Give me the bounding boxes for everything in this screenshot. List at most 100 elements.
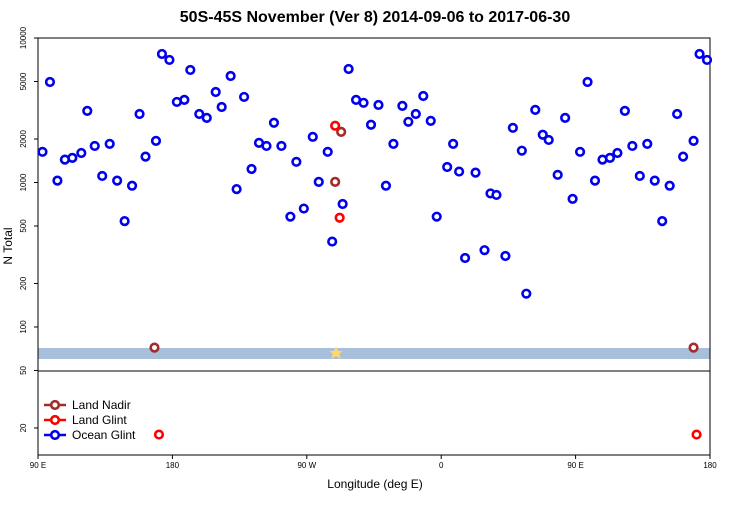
y-tick-label: 50: [19, 365, 28, 374]
point: [552, 169, 563, 180]
point: [642, 138, 653, 149]
chart-title: 50S-45S November (Ver 8) 2014-09-06 to 2…: [180, 9, 571, 26]
point: [334, 212, 345, 223]
point: [225, 70, 236, 82]
point: [285, 211, 296, 222]
point: [140, 151, 151, 162]
legend-label: Land Nadir: [72, 398, 131, 412]
point: [574, 146, 586, 157]
point: [150, 135, 162, 147]
y-tick-label: 10000: [19, 26, 28, 49]
point: [604, 152, 616, 163]
point: [418, 90, 429, 102]
point: [470, 167, 481, 178]
point: [238, 91, 250, 103]
point: [268, 117, 280, 128]
point: [388, 138, 399, 149]
point: [442, 161, 453, 173]
point: [454, 166, 465, 177]
point: [134, 108, 145, 120]
point: [194, 108, 205, 120]
point: [52, 175, 63, 186]
y-tick-label: 2000: [19, 130, 28, 148]
point: [701, 54, 713, 66]
point: [44, 76, 56, 88]
point: [459, 252, 471, 264]
point: [688, 135, 699, 147]
legend-label: Ocean Glint: [72, 428, 136, 442]
point: [322, 146, 333, 157]
sun-marker: [329, 346, 343, 359]
point: [403, 116, 414, 127]
point: [67, 152, 78, 163]
point: [500, 250, 511, 262]
point: [89, 140, 100, 152]
point: [231, 183, 242, 195]
point: [410, 108, 421, 120]
x-tick-label: 90 E: [567, 461, 583, 470]
marks: [37, 48, 713, 440]
point: [373, 99, 384, 111]
point: [516, 145, 527, 156]
point: [104, 138, 115, 149]
point: [164, 54, 175, 66]
x-tick-label: 90 E: [30, 461, 46, 470]
legend-marker: [49, 414, 61, 426]
point: [649, 175, 660, 186]
point: [431, 211, 442, 222]
legend-marker: [49, 399, 61, 411]
x-tick-label: 180: [703, 461, 717, 470]
x-axis-label: Longitude (deg E): [327, 477, 422, 491]
point: [507, 122, 518, 133]
point: [688, 342, 699, 353]
x-tick-label: 0: [439, 461, 444, 470]
point: [619, 105, 630, 116]
y-tick-label: 500: [19, 219, 28, 233]
y-tick-label: 20: [19, 423, 28, 432]
point: [336, 126, 347, 137]
point: [76, 147, 87, 159]
point: [216, 101, 227, 113]
point: [201, 112, 212, 123]
point: [694, 48, 705, 60]
point: [543, 134, 554, 146]
point: [537, 129, 548, 140]
point: [153, 429, 165, 440]
point: [179, 94, 190, 105]
point: [657, 216, 668, 227]
point: [327, 236, 338, 247]
point: [126, 180, 138, 191]
point: [343, 63, 354, 75]
point: [425, 115, 436, 126]
point: [246, 163, 257, 175]
point: [307, 131, 318, 142]
point: [276, 140, 287, 152]
point: [358, 97, 369, 108]
point: [210, 86, 221, 98]
point: [112, 175, 123, 186]
y-tick-label: 200: [19, 276, 28, 290]
point: [678, 151, 689, 162]
y-tick-label: 5000: [19, 72, 28, 90]
point: [37, 146, 48, 157]
coverage-band: [38, 348, 710, 359]
point: [448, 138, 459, 149]
point: [672, 108, 683, 120]
point: [397, 100, 408, 111]
point: [634, 170, 645, 182]
y-axis-label: N Total: [1, 227, 15, 264]
point: [149, 342, 160, 353]
point: [691, 429, 702, 440]
x-tick-label: 180: [166, 461, 180, 470]
point: [365, 119, 377, 130]
plot-frame: [37, 37, 711, 456]
point: [589, 175, 601, 186]
point: [330, 120, 341, 131]
point: [330, 176, 341, 187]
y-tick-label: 100: [19, 320, 28, 334]
point: [582, 76, 593, 88]
point: [156, 48, 168, 60]
